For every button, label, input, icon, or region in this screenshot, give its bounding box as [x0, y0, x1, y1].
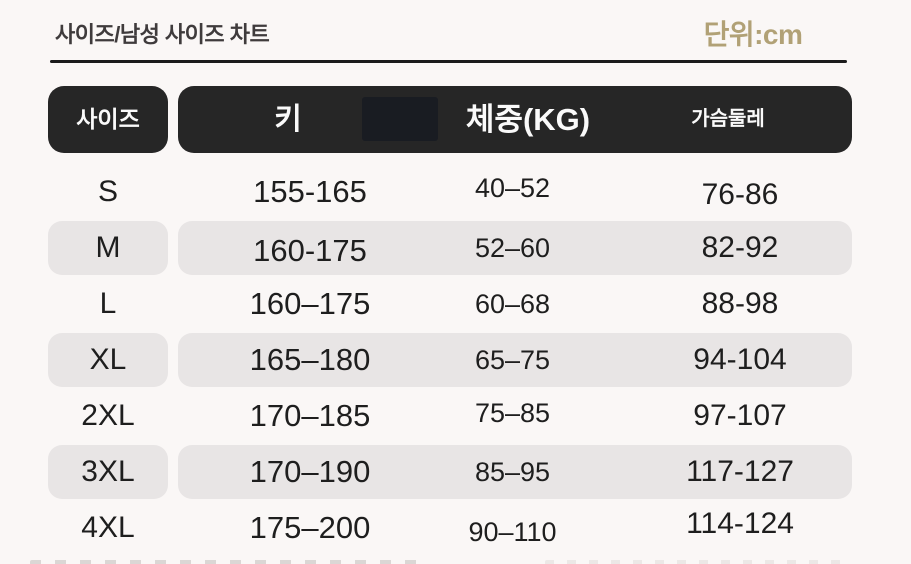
size-table-body: S 155-165 40–52 76-86 M 160-175 52–60 82… [0, 164, 911, 556]
row-stripe-size [48, 333, 168, 387]
chest-cell: 94-104 [693, 343, 787, 376]
unit-label: 단위:cm [703, 19, 803, 50]
column-header-weight: 체중(KG) [465, 102, 591, 137]
weight-cell: 90–110 [468, 517, 557, 547]
weight-cell: 85–95 [474, 457, 551, 487]
size-cell: L [99, 287, 117, 320]
chest-cell: 97-107 [693, 399, 787, 432]
chest-cell: 82-92 [701, 231, 779, 264]
table-row: M 160-175 52–60 82-92 [0, 220, 911, 276]
table-row: L 160–175 60–68 88-98 [0, 276, 911, 332]
size-cell: S [97, 175, 118, 208]
table-row: 4XL 175–200 90–110 114-124 [0, 500, 911, 556]
weight-cell: 60–68 [474, 289, 551, 319]
header-patch-rectangle [362, 97, 438, 141]
size-cell: XL [89, 343, 127, 376]
table-row: 3XL 170–190 85–95 117-127 [0, 444, 911, 500]
row-stripe-main [178, 333, 852, 387]
chest-cell: 117-127 [686, 455, 794, 488]
height-cell: 160-175 [253, 233, 367, 268]
row-stripe-main [178, 221, 852, 275]
height-cell: 170–190 [249, 454, 371, 489]
chest-cell: 88-98 [701, 287, 779, 320]
chest-cell: 76-86 [701, 178, 779, 211]
height-cell: 155-165 [253, 174, 367, 209]
height-cell: 175–200 [249, 510, 371, 545]
chest-cell: 114-124 [686, 507, 794, 540]
weight-cell: 40–52 [474, 173, 551, 203]
cropped-next-section-hint [545, 560, 845, 564]
weight-cell: 65–75 [474, 345, 551, 375]
size-cell: 2XL [81, 399, 135, 432]
size-cell: M [95, 231, 121, 264]
title-divider [50, 60, 847, 63]
column-header-size: 사이즈 [48, 86, 168, 153]
column-header-height: 키 [274, 103, 302, 136]
row-stripe-main [178, 445, 852, 499]
weight-cell: 52–60 [474, 233, 551, 263]
height-cell: 165–180 [249, 342, 371, 377]
row-stripe-size [48, 445, 168, 499]
table-row: S 155-165 40–52 76-86 [0, 164, 911, 220]
page-title: 사이즈/남성 사이즈 차트 [55, 22, 270, 47]
cropped-next-section-hint [30, 560, 420, 564]
size-cell: 4XL [81, 511, 135, 544]
size-cell: 3XL [81, 455, 135, 488]
table-row: 2XL 170–185 75–85 97-107 [0, 388, 911, 444]
row-stripe-size [48, 221, 168, 275]
table-row: XL 165–180 65–75 94-104 [0, 332, 911, 388]
height-cell: 160–175 [249, 286, 371, 321]
height-cell: 170–185 [249, 398, 371, 433]
weight-cell: 75–85 [474, 398, 551, 428]
column-header-chest: 가슴둘레 [691, 108, 765, 130]
table-header-bar: 키 체중(KG) 가슴둘레 [178, 86, 852, 153]
